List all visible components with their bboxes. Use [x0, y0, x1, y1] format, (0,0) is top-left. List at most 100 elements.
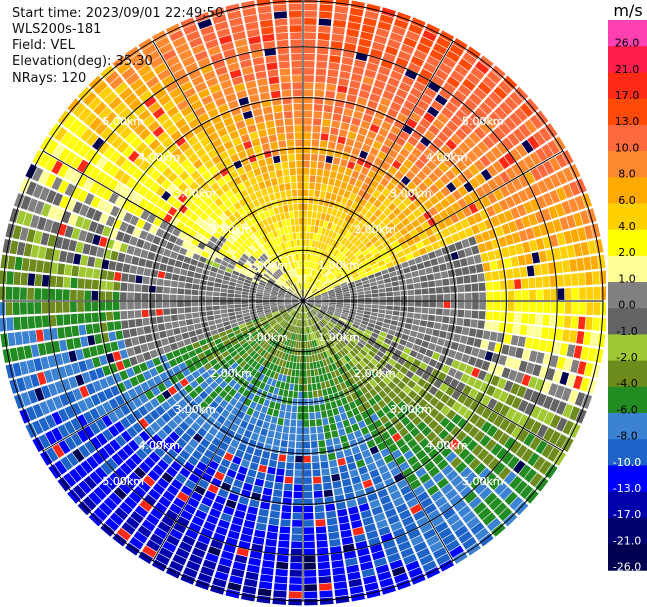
velocity-gate — [207, 45, 221, 56]
velocity-gate — [119, 349, 129, 359]
velocity-gate — [229, 370, 238, 379]
velocity-gate — [379, 305, 386, 310]
velocity-gate — [200, 153, 211, 164]
velocity-gate — [126, 190, 137, 202]
velocity-gate — [299, 320, 301, 327]
velocity-gate — [217, 103, 229, 114]
velocity-gate — [334, 286, 342, 291]
velocity-gate — [194, 186, 204, 196]
velocity-gate — [562, 260, 571, 273]
velocity-gate — [283, 322, 289, 329]
velocity-gate — [261, 319, 268, 325]
velocity-gate — [420, 281, 429, 288]
velocity-gate — [549, 234, 559, 247]
velocity-gate — [396, 88, 408, 99]
velocity-gate — [451, 202, 462, 213]
velocity-gate — [311, 139, 320, 147]
velocity-gate — [180, 105, 193, 117]
velocity-gate — [155, 405, 166, 416]
velocity-gate — [289, 309, 295, 315]
velocity-gate — [416, 516, 430, 528]
velocity-gate — [92, 451, 105, 465]
velocity-gate — [334, 241, 341, 249]
velocity-gate — [153, 217, 163, 227]
velocity-gate — [181, 432, 192, 443]
velocity-gate — [550, 302, 558, 314]
velocity-gate — [361, 24, 376, 34]
velocity-gate — [307, 326, 310, 334]
velocity-gate — [216, 28, 231, 38]
velocity-gate — [313, 332, 318, 340]
velocity-gate — [105, 375, 116, 387]
velocity-gate — [451, 389, 462, 400]
velocity-gate — [469, 177, 480, 189]
velocity-gate — [220, 305, 227, 310]
velocity-gate — [209, 324, 217, 331]
velocity-gate — [317, 283, 323, 289]
velocity-gate — [304, 534, 315, 542]
velocity-gate — [307, 341, 311, 348]
velocity-gate — [366, 530, 379, 540]
velocity-gate — [135, 275, 143, 284]
velocity-gate — [120, 282, 128, 291]
velocity-gate — [559, 246, 569, 259]
velocity-gate — [487, 457, 500, 471]
velocity-gate — [307, 295, 314, 299]
velocity-gate — [307, 211, 312, 218]
velocity-gate — [52, 192, 64, 206]
velocity-gate — [286, 462, 294, 470]
velocity-gate — [358, 270, 366, 276]
velocity-gate — [83, 178, 94, 191]
velocity-gate — [290, 175, 297, 183]
velocity-gate — [390, 101, 402, 112]
velocity-gate — [341, 311, 349, 316]
velocity-gate — [270, 294, 278, 297]
velocity-gate — [126, 426, 138, 438]
velocity-gate — [369, 336, 377, 343]
velocity-gate — [562, 420, 574, 435]
velocity-gate — [306, 304, 311, 311]
velocity-gate — [71, 265, 80, 277]
velocity-gate — [267, 164, 275, 172]
velocity-gate — [288, 433, 296, 441]
velocity-gate — [256, 289, 264, 293]
velocity-gate — [356, 380, 364, 389]
velocity-gate — [364, 176, 373, 185]
velocity-gate — [306, 293, 312, 298]
velocity-gate — [122, 145, 135, 158]
velocity-gate — [80, 128, 93, 142]
velocity-gate — [225, 343, 233, 350]
velocity-gate — [391, 315, 399, 321]
velocity-gate — [552, 247, 562, 261]
velocity-gate — [538, 127, 552, 142]
velocity-gate — [378, 127, 389, 138]
velocity-gate — [234, 301, 241, 305]
velocity-gate — [212, 59, 226, 70]
velocity-gate — [499, 404, 511, 417]
velocity-gate — [518, 229, 528, 242]
velocity-gate — [503, 333, 512, 345]
velocity-gate — [130, 453, 143, 465]
velocity-gate — [355, 282, 363, 287]
velocity-gate — [117, 252, 126, 263]
velocity-gate — [439, 263, 447, 272]
velocity-gate — [25, 406, 37, 421]
velocity-gate — [393, 472, 405, 483]
velocity-gate — [144, 456, 156, 469]
velocity-gate — [385, 546, 399, 557]
velocity-gate — [368, 223, 377, 232]
velocity-gate — [262, 172, 270, 181]
velocity-gate — [310, 225, 315, 233]
velocity-gate — [535, 352, 545, 364]
velocity-gate — [464, 284, 472, 292]
velocity-gate — [505, 356, 514, 368]
velocity-gate — [188, 400, 198, 410]
velocity-gate — [320, 352, 325, 360]
velocity-gate — [325, 438, 333, 447]
velocity-gate — [387, 77, 400, 88]
velocity-gate — [232, 137, 242, 147]
velocity-gate — [252, 183, 260, 192]
velocity-gate — [354, 398, 362, 407]
velocity-gate — [173, 327, 181, 335]
velocity-gate — [342, 291, 350, 295]
